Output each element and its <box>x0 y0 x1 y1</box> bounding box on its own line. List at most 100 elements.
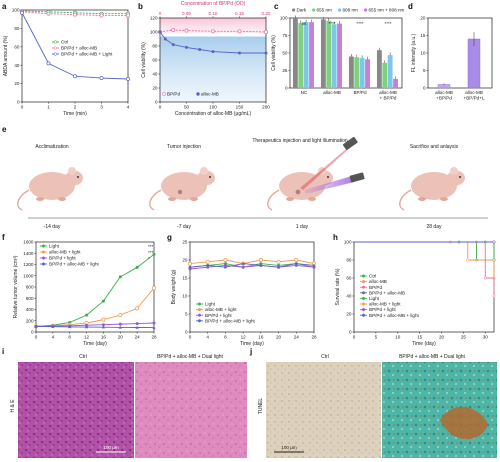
tunel-stain-region <box>440 406 488 440</box>
legend-label: Dark <box>297 8 307 13</box>
legend-label: alloc-MB + light <box>205 307 237 312</box>
series-line <box>189 263 315 268</box>
data-point <box>118 322 122 326</box>
legend-marker <box>361 291 366 295</box>
legend-label: alloc-MB + light <box>49 250 81 255</box>
y-axis-label: Body weight (g) <box>171 269 177 304</box>
x-tick-label: 10 <box>395 335 401 340</box>
y-tick-label: 15 <box>182 276 188 281</box>
panel-label-c: c <box>274 2 279 11</box>
legend-marker <box>361 313 366 317</box>
legend-marker <box>292 8 296 12</box>
data-point <box>46 11 51 16</box>
data-point <box>73 12 77 17</box>
bar <box>309 22 314 89</box>
data-point <box>20 10 24 15</box>
legend-label: BP/Pd + alloc-MB + Light <box>61 52 113 57</box>
chart-h: 0 20 40 60 80 100 0 5 10 15 20 25 30 Time (day) Surviv… <box>335 240 496 347</box>
legend-marker <box>361 302 366 306</box>
mouse-illustration-1 <box>17 167 83 211</box>
bar <box>467 38 481 89</box>
data-point <box>466 258 470 262</box>
legend-label: BP/Pd <box>369 285 382 290</box>
x-tick-label: 28 <box>311 335 317 340</box>
bar <box>326 20 332 88</box>
x-tick-label: 24 <box>294 335 300 340</box>
legend-marker <box>53 40 58 44</box>
he-image-treated <box>135 362 247 458</box>
y-tick-label: 40 <box>14 63 20 68</box>
x2-tick-label: 0.20 <box>262 11 271 16</box>
data-point <box>163 37 167 41</box>
legend-label: 808 nm <box>343 8 358 13</box>
y-tick-label: 25 <box>182 240 188 245</box>
data-point <box>211 29 215 34</box>
legend-label: alloc-MB <box>369 279 387 284</box>
data-point <box>223 258 228 262</box>
data-point <box>152 321 156 325</box>
x-tick-label: 0 <box>189 335 192 340</box>
data-point <box>135 322 139 326</box>
x-tick-label: 1 <box>47 105 50 110</box>
data-point <box>34 324 38 328</box>
data-point <box>276 265 281 269</box>
significance-annotation: *** <box>148 244 154 249</box>
legend-marker <box>361 296 366 300</box>
legend-label: alloc-MB <box>201 92 219 97</box>
y-tick-label: 1000 <box>23 273 34 278</box>
bar <box>387 55 393 88</box>
x2-tick-label: 0.15 <box>235 11 244 16</box>
data-point <box>259 263 263 267</box>
x-tick-label: 20 <box>439 335 445 340</box>
blue-band <box>160 36 266 103</box>
legend-marker <box>41 262 46 266</box>
panel-label-a: a <box>2 2 7 11</box>
significance-annotation: **** <box>356 21 363 26</box>
category-label: + BP/Pd <box>380 96 397 101</box>
y-tick-label: 20 <box>182 258 188 263</box>
data-point <box>152 325 156 329</box>
x-tick-label: 4 <box>52 335 55 340</box>
y-tick-label: 20 <box>420 16 426 21</box>
data-point <box>99 76 104 81</box>
x-tick-label: 28 <box>151 335 157 340</box>
y-tick-label: 0 <box>155 100 158 105</box>
data-point <box>185 45 188 49</box>
data-point <box>184 28 189 33</box>
timeline-stage-2: Tumor injection <box>167 144 201 150</box>
bar <box>337 23 342 89</box>
plot-frame <box>427 17 493 89</box>
bar <box>382 62 388 88</box>
y-tick-label: 0 <box>31 330 34 335</box>
category-label: alloc-MB <box>465 90 483 95</box>
x-tick-label: 200 <box>262 105 270 110</box>
x-tick-label: 20 <box>118 335 124 340</box>
x2-tick-label: 0 <box>159 11 162 16</box>
legend-marker <box>197 302 202 306</box>
panel-label-h: h <box>333 233 338 242</box>
y-axis-label: Cell viability (%) <box>271 35 277 71</box>
significance-annotation: *** <box>148 250 154 255</box>
he-scale-label: 100 μm <box>103 445 119 450</box>
data-point <box>152 286 156 291</box>
y-tick-label: 100 <box>150 30 158 35</box>
panel-label-i: i <box>2 347 4 356</box>
y-axis-label: Relative tumor volume (cm³) <box>13 255 19 318</box>
timeline-day-2: -7 day <box>177 224 191 230</box>
legend-marker <box>53 46 58 50</box>
y-axis-label: ABDA amount (%) <box>3 35 9 76</box>
legend-label: alloc-MB + light <box>369 302 401 307</box>
bar <box>376 50 382 88</box>
data-point <box>101 325 106 329</box>
legend-marker <box>41 250 46 254</box>
bar <box>303 22 309 89</box>
y-tick-label: 100 <box>344 240 352 245</box>
y-tick-label: 200 <box>26 318 34 323</box>
y-tick-label: 5 <box>185 312 188 317</box>
x-tick-label: 12 <box>241 335 247 340</box>
data-point <box>258 258 263 262</box>
y-tick-label: 120 <box>150 16 158 21</box>
data-point <box>158 30 162 34</box>
data-point <box>492 258 496 262</box>
x-tick-label: 24 <box>135 335 141 340</box>
